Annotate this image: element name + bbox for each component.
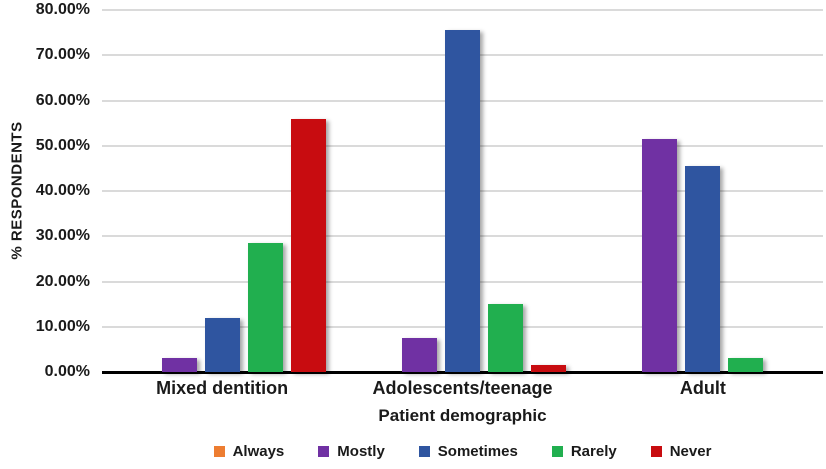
y-tick-label: 40.00% — [35, 182, 90, 199]
x-category-label: Adolescents/teenage — [372, 378, 553, 398]
bar-mostly-adolescents-teenage — [402, 338, 437, 372]
chart-legend: Always Mostly Sometimes Rarely Never — [102, 443, 823, 460]
legend-swatch-icon — [318, 446, 330, 457]
legend-label: Sometimes — [437, 443, 518, 460]
y-tick-label: 70.00% — [35, 46, 90, 64]
y-axis-title: % RESPONDENTS — [8, 121, 26, 260]
bar-mostly-mixed-dentition — [161, 358, 197, 372]
legend-swatch-icon — [418, 446, 430, 457]
legend-item-always: Always — [213, 443, 285, 460]
legend-swatch-icon — [650, 446, 662, 457]
bar-sometimes-mixed-dentition — [204, 317, 240, 372]
x-category-label: Mixed dentition — [156, 378, 289, 398]
bar-never-adolescents-teenage — [531, 365, 566, 372]
gridline-80 — [102, 9, 823, 11]
legend-swatch-icon — [551, 446, 563, 457]
y-tick-label: 60.00% — [35, 91, 90, 109]
y-tick-label: 0.00% — [44, 363, 90, 380]
y-tick-label: 20.00% — [35, 272, 90, 290]
y-tick-label: 80.00% — [35, 1, 90, 18]
bar-rarely-adolescents-teenage — [488, 304, 523, 372]
x-axis-title: Patient demographic — [378, 406, 547, 425]
legend-label: Always — [232, 443, 285, 460]
legend-swatch-icon — [213, 446, 225, 457]
legend-label: Rarely — [570, 443, 617, 460]
bar-mostly-adult — [642, 138, 678, 372]
legend-item-sometimes: Sometimes — [418, 443, 518, 460]
legend-item-never: Never — [650, 443, 712, 460]
bar-sometimes-adolescents-teenage — [445, 30, 480, 372]
y-tick-label: 10.00% — [35, 317, 90, 335]
legend-item-rarely: Rarely — [551, 443, 617, 460]
bar-rarely-mixed-dentition — [247, 243, 283, 372]
y-tick-label: 30.00% — [35, 227, 90, 245]
x-category-label: Adult — [679, 378, 726, 398]
y-tick-label: 50.00% — [35, 136, 90, 154]
x-axis-line — [102, 371, 823, 374]
bar-sometimes-adult — [685, 166, 721, 372]
legend-item-mostly: Mostly — [318, 443, 385, 460]
legend-label: Never — [669, 443, 712, 460]
bar-rarely-adult — [728, 358, 764, 372]
legend-label: Mostly — [337, 443, 385, 460]
bar-never-mixed-dentition — [290, 118, 326, 372]
